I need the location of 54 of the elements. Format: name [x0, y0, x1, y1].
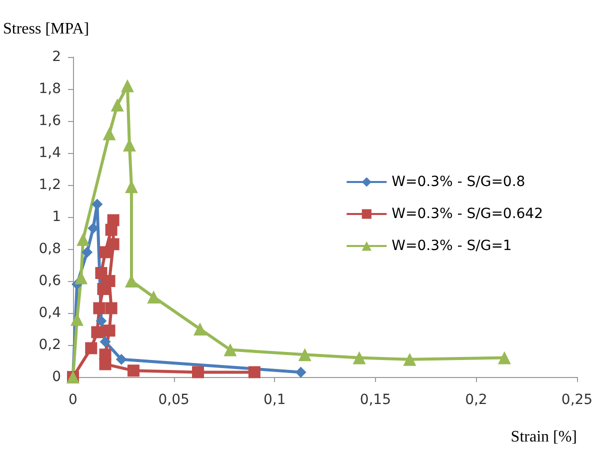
- y-tick-label: 0,2: [38, 337, 61, 353]
- y-tick-label: 0,8: [38, 241, 61, 257]
- point: [127, 364, 140, 377]
- point: [91, 326, 104, 338]
- y-tick-label: 1,8: [38, 81, 61, 97]
- x-tick-label: 0: [68, 392, 78, 408]
- y-axis-title: Stress [MPA]: [3, 20, 90, 38]
- point: [96, 316, 107, 326]
- point: [110, 98, 124, 112]
- y-tick-label: 0: [52, 369, 61, 385]
- y-tick-label: 1,2: [38, 177, 61, 193]
- point: [124, 180, 138, 194]
- point: [295, 366, 306, 378]
- y-tick-label: 1: [52, 209, 61, 225]
- point: [298, 348, 312, 362]
- point: [107, 238, 120, 250]
- legend-label: W=0.3% - S/G=0.642: [392, 206, 544, 222]
- point: [194, 322, 207, 336]
- point: [99, 358, 112, 370]
- point: [103, 324, 116, 337]
- x-tick-label: 0,05: [158, 392, 190, 408]
- point: [76, 232, 90, 246]
- point: [248, 366, 260, 378]
- point: [498, 351, 511, 364]
- x-tick-label: 0,25: [561, 392, 593, 408]
- point: [102, 127, 116, 140]
- point: [100, 336, 111, 348]
- x-axis-title: Strain [%]: [510, 428, 577, 446]
- point: [82, 246, 93, 258]
- point: [85, 342, 98, 354]
- y-tick-label: 0,4: [38, 305, 62, 321]
- x-tick-label: 0,2: [465, 392, 488, 408]
- y-tick-label: 0,6: [38, 273, 62, 289]
- legend-label: W=0.3% - S/G=1: [392, 238, 512, 254]
- point: [147, 290, 160, 304]
- y-tick-label: 2: [52, 49, 61, 65]
- point: [192, 366, 204, 378]
- y-tick-label: 1,4: [38, 145, 62, 161]
- point: [93, 302, 106, 314]
- legend-label: W=0.3% - S/G=0.8: [392, 174, 526, 190]
- point: [92, 198, 103, 210]
- y-tick-label: 1,6: [38, 113, 62, 129]
- point: [352, 351, 366, 364]
- point: [224, 343, 237, 356]
- point: [120, 79, 134, 92]
- point: [105, 302, 118, 314]
- x-tick-label: 0,1: [263, 392, 286, 408]
- point: [103, 275, 116, 287]
- point: [95, 267, 108, 279]
- point: [122, 138, 136, 152]
- x-tick-label: 0,15: [360, 392, 391, 408]
- point: [403, 352, 416, 366]
- point: [116, 354, 127, 365]
- point: [107, 214, 120, 226]
